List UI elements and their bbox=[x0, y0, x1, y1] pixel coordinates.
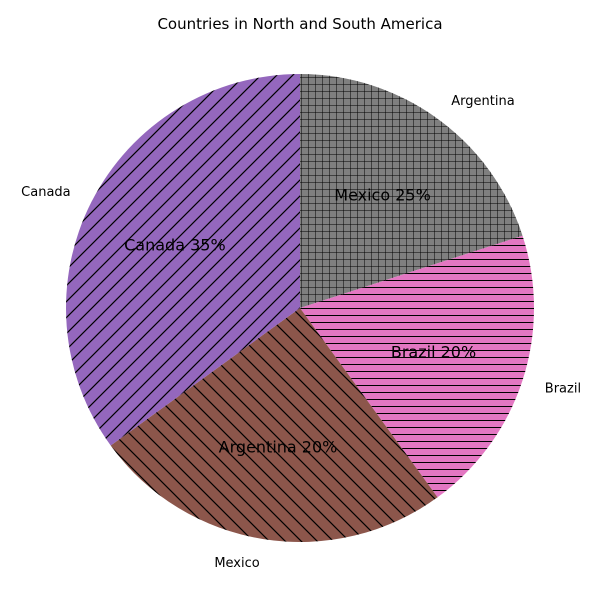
pie-slice-canada bbox=[66, 74, 300, 446]
slice-label-argentina: Argentina bbox=[451, 94, 514, 109]
percent-label-2: Brazil 20% bbox=[391, 342, 476, 361]
percent-label-4: Canada 35% bbox=[124, 235, 226, 254]
pie-slice-argentina bbox=[300, 74, 523, 308]
slice-label-brazil: Brazil bbox=[545, 382, 581, 397]
percent-label-3: Argentina 20% bbox=[219, 438, 338, 457]
percent-label-1: Mexico 25% bbox=[334, 185, 431, 204]
pie-slice-brazil bbox=[300, 235, 535, 498]
slice-hatch-argentina bbox=[300, 74, 523, 308]
slice-hatch-canada bbox=[66, 74, 300, 446]
slice-hatch-brazil bbox=[300, 235, 535, 498]
slice-label-mexico: Mexico bbox=[214, 556, 259, 571]
slice-label-canada: Canada bbox=[21, 185, 70, 200]
pie-slice-mexico bbox=[110, 308, 438, 542]
percent-labels: Mexico 25% Brazil 20% Argentina 20% Canada … bbox=[124, 185, 476, 456]
chart-title: Countries in North and South America bbox=[157, 15, 442, 33]
slice-hatch-mexico bbox=[110, 308, 438, 542]
pie-slices bbox=[66, 74, 535, 542]
slice-labels: Argentina Brazil Mexico Canada bbox=[21, 94, 581, 571]
